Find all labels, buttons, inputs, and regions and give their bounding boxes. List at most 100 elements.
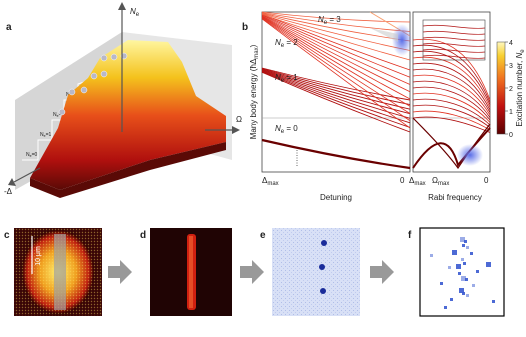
selection-stripe	[54, 234, 66, 310]
colorbar-ticks: 0 1 2 3 4	[505, 40, 513, 139]
x-tick-label: Δmax	[262, 176, 279, 187]
pixel	[486, 262, 491, 267]
energy-level	[422, 24, 486, 29]
panel-label: b	[242, 22, 248, 33]
axis-arrow	[13, 167, 41, 183]
image	[272, 228, 360, 316]
pixel	[461, 258, 464, 261]
energy-level	[422, 48, 486, 53]
step-label: Ne=0	[26, 152, 37, 158]
energy-level	[412, 86, 491, 121]
level-label: Ne = 2	[275, 38, 298, 49]
energy-level	[412, 116, 491, 133]
surface	[30, 40, 226, 190]
energy-level	[412, 80, 491, 118]
energy-level	[422, 30, 486, 35]
pixel	[466, 246, 469, 249]
panel-label: d	[140, 230, 146, 241]
energy-level	[412, 50, 491, 106]
energy-level	[261, 14, 411, 85]
arrow-head	[232, 126, 240, 134]
colorbar-tick-label: 4	[509, 40, 513, 47]
pixel	[452, 250, 457, 255]
energy-level	[261, 71, 411, 128]
panel-c: c 10 μm	[4, 228, 102, 316]
panel-label: c	[4, 230, 10, 241]
energy-level	[422, 54, 486, 59]
state-glow	[457, 144, 483, 166]
pixel	[460, 237, 465, 242]
energy-level	[261, 13, 411, 71]
pixel	[461, 276, 466, 281]
energy-level	[261, 14, 411, 78]
axis-label: Ω	[236, 115, 242, 124]
panel-d: d	[140, 228, 232, 316]
energy-level	[261, 16, 411, 107]
pixel	[476, 270, 479, 273]
energy-level	[261, 12, 411, 32]
energy-curves	[261, 11, 491, 170]
energy-level	[261, 69, 411, 119]
energy-level	[412, 98, 491, 126]
atom	[320, 288, 326, 294]
pixel	[462, 244, 465, 247]
pixel	[464, 240, 467, 243]
energy-level	[261, 15, 411, 93]
energy-level	[412, 110, 491, 131]
pixels	[430, 237, 495, 309]
x-axis-label: Rabi frequency	[428, 193, 482, 202]
pixel	[470, 252, 473, 255]
energy-level	[412, 74, 491, 116]
surface-edge	[30, 142, 226, 198]
energy-level	[261, 17, 411, 122]
level-label: Ne = 1	[275, 73, 298, 84]
arrow-head	[8, 178, 16, 186]
colorbar-tick-label: 3	[509, 63, 513, 70]
energy-level	[261, 16, 411, 100]
arrow-head	[118, 2, 126, 10]
colorbar-label: Excitation number, Ne	[515, 49, 526, 127]
pixel	[462, 292, 465, 295]
energy-level	[412, 38, 491, 101]
pixel	[472, 284, 475, 287]
energy-level	[261, 17, 411, 114]
energy-level	[261, 71, 411, 133]
energy-level	[412, 62, 491, 111]
pointer	[370, 28, 398, 42]
energy-level	[261, 14, 411, 61]
scale-label: 10 μm	[35, 246, 42, 266]
energy-level	[412, 127, 491, 169]
step-label: Ne=1	[40, 132, 51, 138]
pixel	[458, 272, 461, 275]
colorbar-tick-label: 2	[509, 86, 513, 93]
energy-level	[412, 44, 491, 103]
pixel	[450, 298, 453, 301]
energy-level	[412, 104, 491, 128]
level-label: Ne = 0	[275, 124, 298, 135]
atom	[321, 240, 327, 246]
energy-level	[412, 117, 491, 170]
pixel	[430, 254, 433, 257]
atom	[319, 264, 325, 270]
energy-level	[261, 68, 411, 106]
energy-level	[422, 36, 486, 41]
pixel	[456, 264, 461, 269]
arrow	[240, 260, 264, 284]
energy-level	[261, 18, 411, 129]
energy-level	[261, 68, 411, 110]
colorbar-tick-label: 0	[509, 132, 513, 139]
colorbar	[496, 41, 506, 135]
pixel	[492, 300, 495, 303]
energy-level	[412, 92, 491, 123]
panel-label: f	[408, 230, 412, 241]
pixel	[459, 288, 464, 293]
energy-level	[261, 138, 411, 170]
pixel	[444, 306, 447, 309]
pixel	[463, 262, 466, 265]
arrow	[108, 260, 132, 284]
x-tick-label: 0	[400, 176, 405, 185]
zoom-box	[422, 19, 486, 61]
y-axis-label: Many body energy (ħΔmax)	[249, 44, 260, 139]
image	[419, 227, 505, 317]
